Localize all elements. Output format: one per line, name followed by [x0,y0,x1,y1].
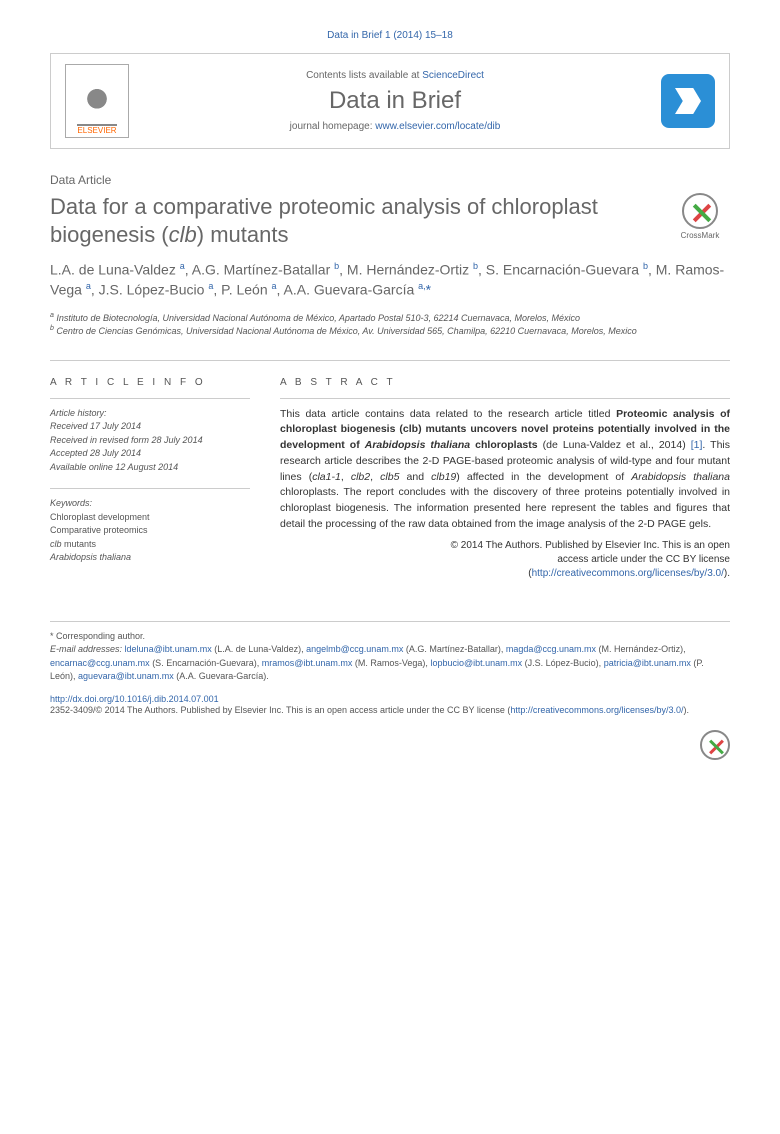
elsevier-logo[interactable]: ELSEVIER [65,64,129,138]
history-accepted: Accepted 28 July 2014 [50,447,250,461]
sciencedirect-link[interactable]: ScienceDirect [422,70,484,81]
crossmark-icon [682,193,718,229]
email-link[interactable]: lopbucio@ibt.unam.mx [430,658,522,668]
header-center: Contents lists available at ScienceDirec… [143,70,647,132]
crossmark-label: CrossMark [681,231,720,240]
homepage-line: journal homepage: www.elsevier.com/locat… [143,121,647,132]
journal-header: ELSEVIER Contents lists available at Sci… [50,53,730,149]
article-info-column: A R T I C L E I N F O Article history: R… [50,377,250,581]
affiliation-b: b Centro de Ciencias Genómicas, Universi… [50,324,730,338]
authors-list: L.A. de Luna-Valdez a, A.G. Martínez-Bat… [50,260,730,301]
email-link[interactable]: angelmb@ccg.unam.mx [306,644,403,654]
keywords: Keywords: Chloroplast development Compar… [50,497,250,565]
history-revised: Received in revised form 28 July 2014 [50,434,250,448]
doi-line: http://dx.doi.org/10.1016/j.dib.2014.07.… [50,694,730,704]
doi-link[interactable]: http://dx.doi.org/10.1016/j.dib.2014.07.… [50,694,219,704]
keyword-3: clb mutants [50,538,250,552]
copyright-block: © 2014 The Authors. Published by Elsevie… [280,539,730,581]
title-row: Data for a comparative proteomic analysi… [50,193,730,260]
email-link[interactable]: encarnac@ccg.unam.mx [50,658,150,668]
affiliation-a: a Instituto de Biotecnología, Universida… [50,311,730,325]
title-part2: ) mutants [197,222,289,247]
history-received: Received 17 July 2014 [50,420,250,434]
journal-title: Data in Brief [143,87,647,115]
license-foot-text: 2352-3409/© 2014 The Authors. Published … [50,705,505,715]
contents-line: Contents lists available at ScienceDirec… [143,70,647,81]
info-abstract-row: A R T I C L E I N F O Article history: R… [50,360,730,581]
title-italic: clb [169,222,197,247]
corresponding-footnote: * Corresponding author. E-mail addresses… [50,630,730,684]
email-link[interactable]: mramos@ibt.unam.mx [262,658,353,668]
email-link[interactable]: patricia@ibt.unam.mx [604,658,691,668]
footer-separator [50,621,730,622]
divider [280,398,730,399]
page-crossmark [50,730,730,760]
affiliations: a Instituto de Biotecnología, Universida… [50,311,730,338]
keyword-4: Arabidopsis thaliana [50,551,250,565]
crossmark-icon [700,730,730,760]
email-link[interactable]: magda@ccg.unam.mx [506,644,596,654]
email-label: E-mail addresses: [50,644,122,654]
abstract-heading: A B S T R A C T [280,377,730,388]
copyright-line1: © 2014 The Authors. Published by Elsevie… [451,540,730,551]
homepage-prefix: journal homepage: [290,121,376,132]
article-title: Data for a comparative proteomic analysi… [50,193,650,248]
info-heading: A R T I C L E I N F O [50,377,250,388]
homepage-link[interactable]: www.elsevier.com/locate/dib [375,121,500,132]
license-footer: 2352-3409/© 2014 The Authors. Published … [50,704,730,717]
history-online: Available online 12 August 2014 [50,461,250,475]
history-label: Article history: [50,407,250,421]
article-history: Article history: Received 17 July 2014 R… [50,407,250,475]
title-part1: Data for a comparative proteomic analysi… [50,194,598,247]
email-link[interactable]: ldeluna@ibt.unam.mx [125,644,212,654]
abstract-text: This data article contains data related … [280,407,730,533]
abstract-column: A B S T R A C T This data article contai… [280,377,730,581]
article-type: Data Article [50,173,730,187]
crossmark-badge[interactable]: CrossMark [670,193,730,240]
contents-prefix: Contents lists available at [306,70,422,81]
corr-author-label: * Corresponding author. [50,630,730,644]
journal-reference: Data in Brief 1 (2014) 15–18 [50,30,730,41]
copyright-line2: access article under the CC BY license [557,554,730,565]
elsevier-tree-icon [77,82,117,126]
dib-logo-icon [661,74,715,128]
license-link[interactable]: http://creativecommons.org/licenses/by/3… [532,568,724,579]
elsevier-label: ELSEVIER [77,126,116,135]
divider [50,398,250,399]
license-foot-link[interactable]: http://creativecommons.org/licenses/by/3… [510,705,683,715]
divider [50,488,250,489]
keyword-1: Chloroplast development [50,511,250,525]
keyword-2: Comparative proteomics [50,524,250,538]
email-link[interactable]: aguevara@ibt.unam.mx [78,671,174,681]
keywords-label: Keywords: [50,497,250,511]
email-addresses: E-mail addresses: ldeluna@ibt.unam.mx (L… [50,643,730,684]
